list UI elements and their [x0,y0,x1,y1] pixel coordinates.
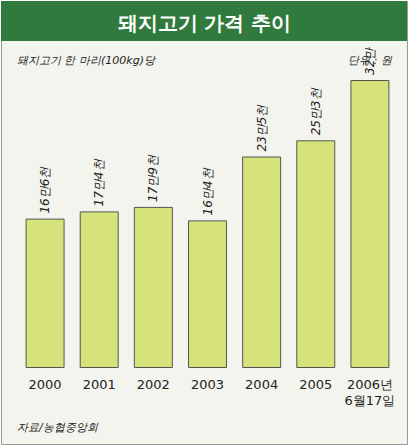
svg-text:17만4천: 17만4천 [92,158,106,206]
svg-text:자료/농협중앙회: 자료/농협중앙회 [17,421,99,434]
svg-text:2002: 2002 [137,377,170,392]
svg-text:32만: 32만 [362,47,377,75]
svg-text:단위 : 원: 단위 : 원 [348,54,393,67]
svg-text:2001: 2001 [83,377,116,392]
svg-text:17만9천: 17만9천 [146,154,160,202]
svg-text:2003: 2003 [191,377,224,392]
svg-text:돼지고기 한 마리(100kg)당: 돼지고기 한 마리(100kg)당 [17,54,157,67]
svg-text:2004: 2004 [245,377,278,392]
svg-text:6월17일: 6월17일 [345,393,396,408]
svg-text:25만3천: 25만3천 [309,87,323,135]
svg-text:16만6천: 16만6천 [38,166,52,214]
svg-text:2006년: 2006년 [347,377,393,392]
svg-text:2000: 2000 [29,377,62,392]
svg-text:16만4천: 16만4천 [201,167,215,215]
svg-text:2005: 2005 [299,377,332,392]
svg-text:돼지고기 가격 추이: 돼지고기 가격 추이 [118,11,292,35]
svg-text:23만5천: 23만5천 [255,104,269,152]
